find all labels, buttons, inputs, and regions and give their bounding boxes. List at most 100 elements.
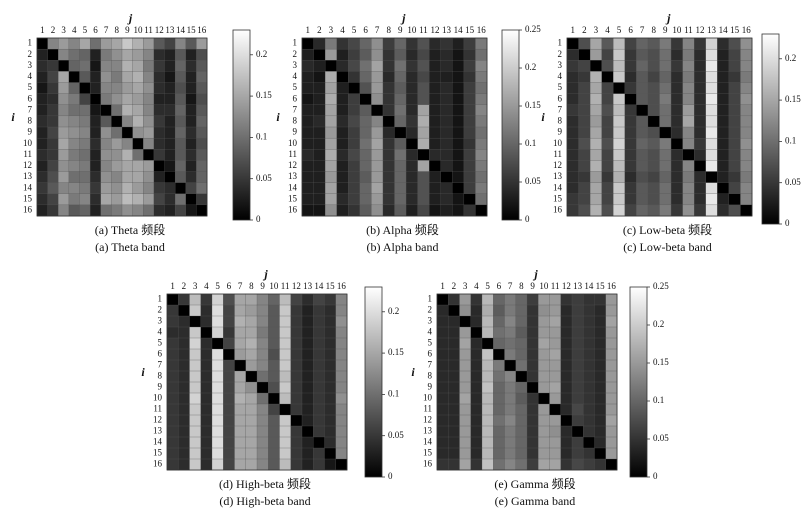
heatmap-cell bbox=[440, 126, 453, 139]
y-tick-label: 16 bbox=[153, 459, 163, 469]
heatmap-cell bbox=[560, 447, 573, 460]
heatmap-cell bbox=[515, 458, 528, 471]
heatmap-cell bbox=[538, 348, 550, 361]
heatmap-cell bbox=[79, 104, 91, 117]
heatmap-cell bbox=[515, 403, 528, 416]
heatmap-cell bbox=[605, 293, 618, 306]
heatmap-cell bbox=[578, 71, 591, 83]
heatmap-cell bbox=[417, 115, 430, 128]
heatmap-cell bbox=[526, 359, 539, 372]
x-tick-label: 14 bbox=[584, 281, 594, 291]
heatmap-cell bbox=[185, 204, 197, 217]
heatmap-cell bbox=[79, 137, 91, 150]
heatmap-cell bbox=[211, 425, 224, 438]
heatmap-cell bbox=[526, 315, 539, 328]
heatmap-cell bbox=[429, 204, 442, 217]
heatmap-cell bbox=[429, 171, 442, 184]
heatmap-cell bbox=[89, 182, 102, 195]
heatmap-cell bbox=[470, 447, 483, 460]
heatmap-cell bbox=[121, 149, 134, 161]
heatmap-cell bbox=[448, 359, 460, 372]
heatmap-cell bbox=[268, 348, 280, 361]
heatmap-cell bbox=[717, 204, 730, 217]
heatmap-cell bbox=[58, 104, 70, 117]
heatmap-cell bbox=[394, 104, 407, 117]
colorbar-tick-label: 0 bbox=[525, 214, 530, 224]
heatmap-cell bbox=[166, 392, 179, 405]
heatmap-cell bbox=[549, 359, 562, 372]
heatmap-cell bbox=[475, 60, 488, 72]
heatmap-cell bbox=[256, 359, 269, 372]
heatmap-cell bbox=[121, 160, 134, 172]
heatmap-cell bbox=[256, 293, 269, 306]
x-tick-label: 1 bbox=[440, 281, 445, 291]
chart-subtitle: (a) Theta band bbox=[95, 240, 165, 254]
heatmap-cell bbox=[279, 381, 292, 394]
heatmap-cell bbox=[382, 71, 395, 83]
heatmap-cell bbox=[571, 359, 584, 372]
heatmap-cell bbox=[601, 160, 614, 172]
heatmap-cell bbox=[636, 60, 649, 72]
heatmap-cell bbox=[279, 315, 292, 328]
heatmap-cell bbox=[448, 425, 460, 438]
heatmap-cell bbox=[245, 403, 258, 416]
heatmap-cell bbox=[578, 93, 591, 106]
heatmap-cell bbox=[515, 447, 528, 460]
heatmap-cell bbox=[166, 315, 179, 328]
heatmap-cell bbox=[189, 348, 202, 361]
heatmap-cell bbox=[335, 337, 348, 350]
y-tick-label: 12 bbox=[288, 160, 297, 170]
heatmap-cell bbox=[463, 204, 476, 217]
heatmap-cell bbox=[601, 48, 614, 61]
heatmap-cell bbox=[132, 60, 144, 72]
heatmap-cell bbox=[538, 359, 550, 372]
y-tick-label: 7 bbox=[28, 104, 33, 114]
heatmap-cell bbox=[605, 370, 618, 383]
heatmap-cell bbox=[211, 392, 224, 405]
heatmap-cell bbox=[36, 71, 49, 83]
heatmap-cell bbox=[470, 348, 483, 361]
heatmap-cell bbox=[571, 458, 584, 471]
heatmap-cell bbox=[234, 425, 247, 438]
x-tick-label: 2 bbox=[182, 281, 187, 291]
heatmap-cell bbox=[624, 160, 637, 172]
heatmap-cell bbox=[717, 149, 730, 161]
heatmap-cell bbox=[705, 93, 718, 106]
heatmap-cell bbox=[405, 193, 419, 206]
heatmap-cell bbox=[613, 104, 626, 117]
heatmap-cell bbox=[324, 115, 338, 128]
heatmap-cell bbox=[394, 48, 407, 61]
y-tick-label: 1 bbox=[428, 294, 433, 304]
heatmap-cell bbox=[515, 425, 528, 438]
heatmap-cell bbox=[636, 171, 649, 184]
heatmap-cell bbox=[223, 359, 235, 372]
heatmap-cell bbox=[605, 304, 618, 317]
heatmap-cell bbox=[647, 171, 660, 184]
heatmap-cell bbox=[682, 137, 695, 150]
heatmap-cell bbox=[448, 348, 460, 361]
heatmap-cell bbox=[196, 71, 208, 83]
heatmap-cell bbox=[493, 458, 505, 471]
heatmap-cell bbox=[100, 48, 112, 61]
heatmap-cell bbox=[452, 37, 465, 50]
x-tick-label: 10 bbox=[133, 25, 143, 35]
x-tick-label: 7 bbox=[640, 25, 645, 35]
heatmap-cell bbox=[670, 137, 684, 150]
heatmap-cell bbox=[470, 315, 483, 328]
x-tick-label: 13 bbox=[165, 25, 175, 35]
heatmap-cell bbox=[594, 458, 607, 471]
heatmap-cell bbox=[475, 126, 488, 139]
x-tick-label: 4 bbox=[605, 25, 610, 35]
x-tick-label: 7 bbox=[104, 25, 109, 35]
heatmap-cell bbox=[36, 171, 49, 184]
heatmap-cell bbox=[166, 326, 179, 339]
heatmap-cell bbox=[382, 115, 395, 128]
heatmap-cell bbox=[89, 71, 102, 83]
heatmap-cell bbox=[245, 337, 258, 350]
heatmap-cell bbox=[324, 458, 337, 471]
colorbar-tick-label: 0.25 bbox=[653, 281, 669, 291]
heatmap-cell bbox=[111, 193, 123, 206]
heatmap-cell bbox=[670, 126, 684, 139]
heatmap-cell bbox=[68, 182, 80, 195]
heatmap-cell bbox=[601, 37, 614, 50]
